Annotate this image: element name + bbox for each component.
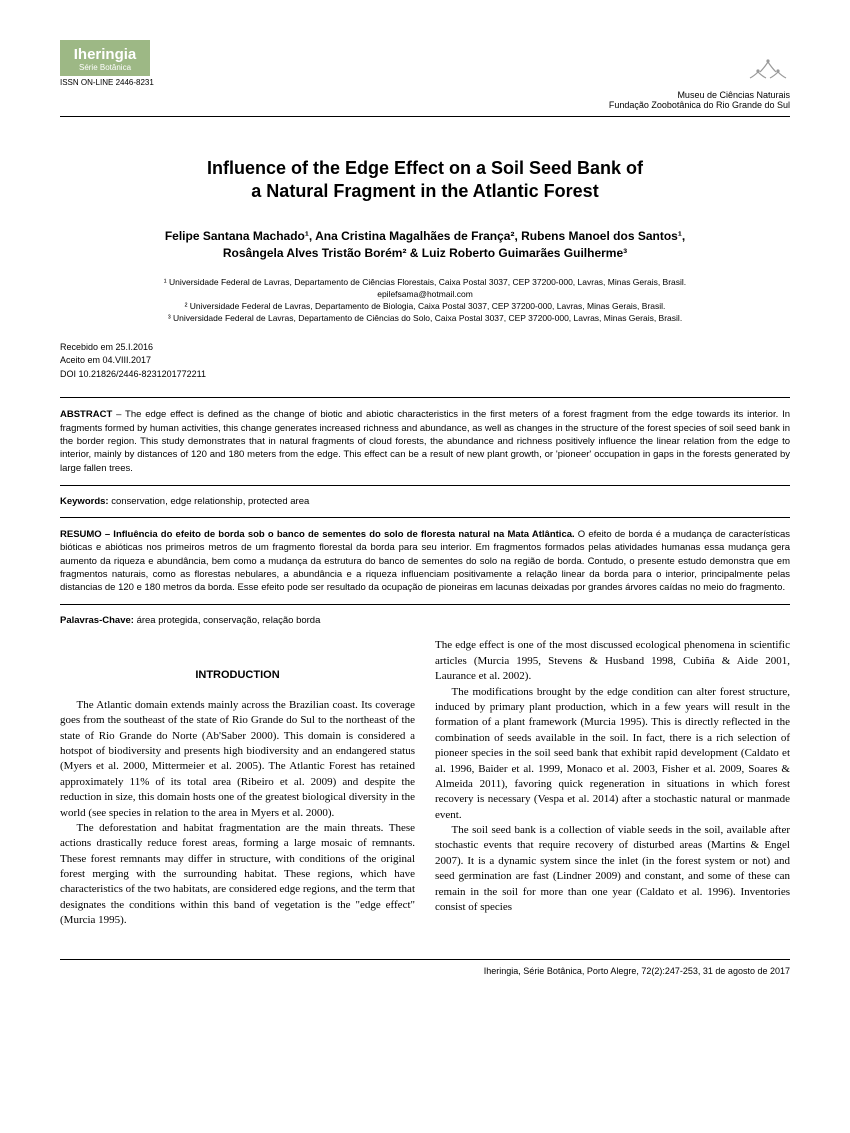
- authors: Felipe Santana Machado¹, Ana Cristina Ma…: [100, 228, 750, 262]
- intro-heading: INTRODUCTION: [60, 668, 415, 683]
- doi: DOI 10.21826/2446-8231201772211: [60, 368, 790, 382]
- abstract-text: – The edge effect is defined as the chan…: [60, 409, 790, 473]
- affiliations: ¹ Universidade Federal de Lavras, Depart…: [80, 277, 770, 325]
- resumo-label: RESUMO: [60, 529, 102, 540]
- page-header: Iheringia Série Botânica ISSN ON-LINE 24…: [60, 40, 790, 117]
- dates-block: Recebido em 25.I.2016 Aceito em 04.VIII.…: [60, 341, 790, 382]
- abstract-box: ABSTRACT – The edge effect is defined as…: [60, 397, 790, 485]
- footer-citation: Iheringia, Série Botânica, Porto Alegre,…: [484, 966, 790, 976]
- body-paragraph: The Atlantic domain extends mainly acros…: [60, 698, 415, 821]
- resumo-title: – Influência do efeito de borda sob o ba…: [102, 529, 575, 540]
- journal-block: Iheringia Série Botânica ISSN ON-LINE 24…: [60, 40, 154, 87]
- body-paragraph: The deforestation and habitat fragmentat…: [60, 821, 415, 929]
- journal-name: Iheringia: [72, 46, 138, 63]
- page-footer: Iheringia, Série Botânica, Porto Alegre,…: [60, 959, 790, 976]
- publisher-block: Museu de Ciências Naturais Fundação Zoob…: [609, 40, 790, 110]
- right-column: The edge effect is one of the most discu…: [435, 638, 790, 928]
- journal-series: Série Botânica: [72, 63, 138, 72]
- keywords: Keywords: conservation, edge relationshi…: [60, 496, 790, 507]
- journal-badge: Iheringia Série Botânica: [60, 40, 150, 76]
- museum-line2: Fundação Zoobotânica do Rio Grande do Su…: [609, 100, 790, 110]
- article-title: Influence of the Edge Effect on a Soil S…: [120, 157, 730, 204]
- body-columns: INTRODUCTION The Atlantic domain extends…: [60, 638, 790, 928]
- left-column: INTRODUCTION The Atlantic domain extends…: [60, 638, 415, 928]
- accepted-date: Aceito em 04.VIII.2017: [60, 354, 790, 368]
- museum-line1: Museu de Ciências Naturais: [609, 90, 790, 100]
- body-paragraph: The modifications brought by the edge co…: [435, 685, 790, 824]
- abstract-label: ABSTRACT: [60, 409, 112, 420]
- issn-text: ISSN ON-LINE 2446-8231: [60, 78, 154, 87]
- received-date: Recebido em 25.I.2016: [60, 341, 790, 355]
- body-paragraph: The soil seed bank is a collection of vi…: [435, 823, 790, 915]
- palavras-chave: Palavras-Chave: área protegida, conserva…: [60, 615, 790, 626]
- resumo-box: RESUMO – Influência do efeito de borda s…: [60, 517, 790, 605]
- publisher-logo-icon: [746, 58, 790, 84]
- body-paragraph: The edge effect is one of the most discu…: [435, 638, 790, 684]
